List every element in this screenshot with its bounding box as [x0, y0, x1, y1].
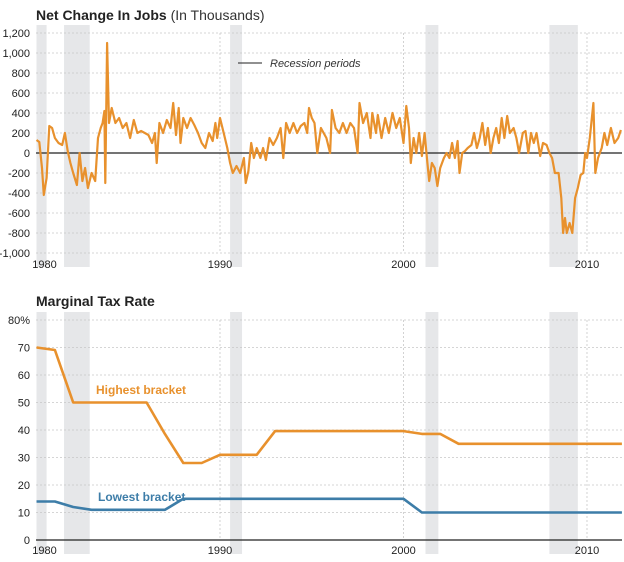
jobs-chart-title: Net Change In Jobs (In Thousands): [36, 7, 264, 23]
y-tick-label: 30: [18, 453, 30, 465]
x-tick-label: 1980: [32, 545, 56, 557]
y-tick-label: 60: [18, 370, 30, 382]
y-tick-label: -1,000: [0, 248, 30, 260]
y-tick-label: 0: [24, 148, 30, 160]
y-tick-label: 600: [12, 88, 30, 100]
highest-bracket-label: Highest bracket: [96, 383, 186, 397]
y-tick-label: 1,000: [2, 48, 30, 60]
y-tick-label: -400: [8, 188, 30, 200]
jobs-line: [35, 41, 622, 235]
y-tick-label: -200: [8, 168, 30, 180]
y-tick-label: 50: [18, 398, 30, 410]
x-tick-label: 2010: [575, 259, 599, 271]
y-tick-label: 0: [24, 535, 30, 547]
y-tick-label: 20: [18, 480, 30, 492]
recession-band: [230, 312, 243, 554]
recession-band: [36, 312, 47, 554]
recession-legend: Recession periods: [238, 58, 361, 70]
x-tick-label: 1990: [208, 545, 232, 557]
recession-band: [230, 25, 243, 267]
recession-band: [425, 25, 439, 267]
recession-band: [64, 312, 90, 554]
x-tick-label: 2010: [575, 545, 599, 557]
x-tick-label: 2000: [391, 545, 415, 557]
y-tick-label: 1,200: [2, 28, 30, 40]
lowest-bracket-line: [36, 497, 622, 514]
recession-band: [36, 25, 47, 267]
x-tick-label: 1990: [208, 259, 232, 271]
lowest-bracket-label: Lowest bracket: [98, 490, 185, 504]
y-tick-label: 80%: [8, 315, 30, 327]
x-tick-label: 1980: [32, 259, 56, 271]
x-tick-label: 2000: [391, 259, 415, 271]
y-tick-label: -600: [8, 208, 30, 220]
y-tick-label: 40: [18, 425, 30, 437]
highest-bracket-line: [36, 346, 622, 465]
y-tick-label: 400: [12, 108, 30, 120]
recession-band: [64, 25, 90, 267]
legend-label: Recession periods: [270, 58, 361, 70]
y-tick-label: 10: [18, 508, 30, 520]
y-tick-label: -800: [8, 228, 30, 240]
y-tick-label: 70: [18, 343, 30, 355]
y-tick-label: 800: [12, 68, 30, 80]
panel-0: 1,2001,0008006004002000-200-400-600-800-…: [0, 25, 622, 271]
recession-band: [549, 312, 578, 554]
tax-chart-title: Marginal Tax Rate: [36, 293, 155, 309]
y-tick-label: 200: [12, 128, 30, 140]
